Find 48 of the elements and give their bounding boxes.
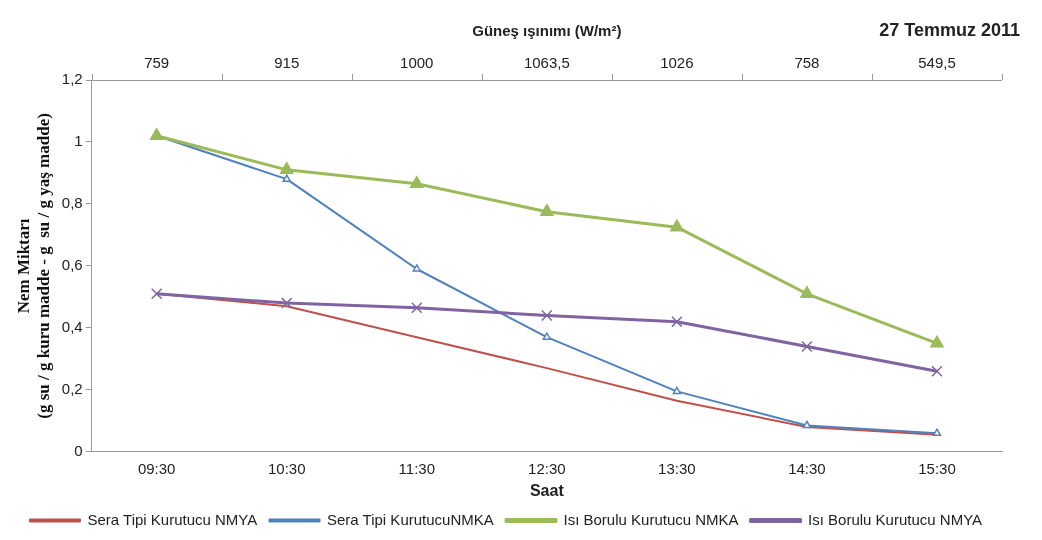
point [802, 420, 812, 429]
y-tick-label: 1 [74, 132, 83, 150]
legend-label: Isı Borulu Kurutucu NMYA [808, 510, 983, 528]
text: 1063,5 [523, 54, 570, 71]
point [281, 297, 293, 309]
y-tick-label: 0,2 [61, 379, 83, 397]
x-tick-label: 11:30 [398, 459, 435, 477]
x-tick-label: 12:30 [528, 459, 566, 477]
legend-label: Sera Tipi KurutucuNMKA [327, 510, 494, 528]
text: 758 [794, 54, 820, 71]
point [282, 174, 291, 182]
y-axis-title: Nem Miktarı (g su / g kuru madde - g su / g yaş madde) [13, 113, 53, 419]
text: 1026 [660, 54, 694, 71]
x2-axis-title: Güneş ışınımı (W/m²) [472, 22, 622, 39]
text: 759 [144, 54, 170, 71]
text: 549,5 [918, 54, 956, 71]
point [930, 335, 944, 348]
chart-title: 27 Temmuz 2011 [879, 20, 1020, 40]
point [540, 203, 554, 216]
point [671, 315, 683, 328]
y-tick-label: 0,4 [61, 318, 83, 336]
x-tick-label: 15:30 [918, 459, 956, 477]
text: 1000 [400, 54, 434, 71]
legend-label: Sera Tipi Kurutucu NMYA [87, 510, 258, 528]
point [541, 309, 553, 322]
text: 915 [274, 54, 300, 71]
point [931, 365, 943, 377]
y-tick-label: 0,8 [61, 194, 83, 212]
y-tick-label: 1,2 [61, 70, 83, 88]
point [412, 264, 421, 272]
x-tick-label: 10:30 [267, 459, 306, 477]
y-tick-label: 0,6 [61, 256, 83, 274]
x-tick-label: 14:30 [788, 459, 826, 477]
x-tick-label: 09:30 [137, 459, 176, 477]
point [932, 428, 942, 436]
point [801, 340, 813, 353]
point [409, 176, 424, 189]
point [150, 288, 163, 300]
legend-label: Isı Borulu Kurutucu NMKA [563, 510, 739, 528]
point [279, 162, 294, 175]
x-axis-title: Saat [529, 481, 565, 499]
x-tick-label: 13:30 [658, 459, 696, 477]
point [672, 386, 682, 395]
point [411, 302, 423, 314]
point [670, 219, 684, 232]
y-tick-label: 0 [74, 441, 83, 459]
point [800, 286, 814, 299]
point [542, 332, 552, 340]
